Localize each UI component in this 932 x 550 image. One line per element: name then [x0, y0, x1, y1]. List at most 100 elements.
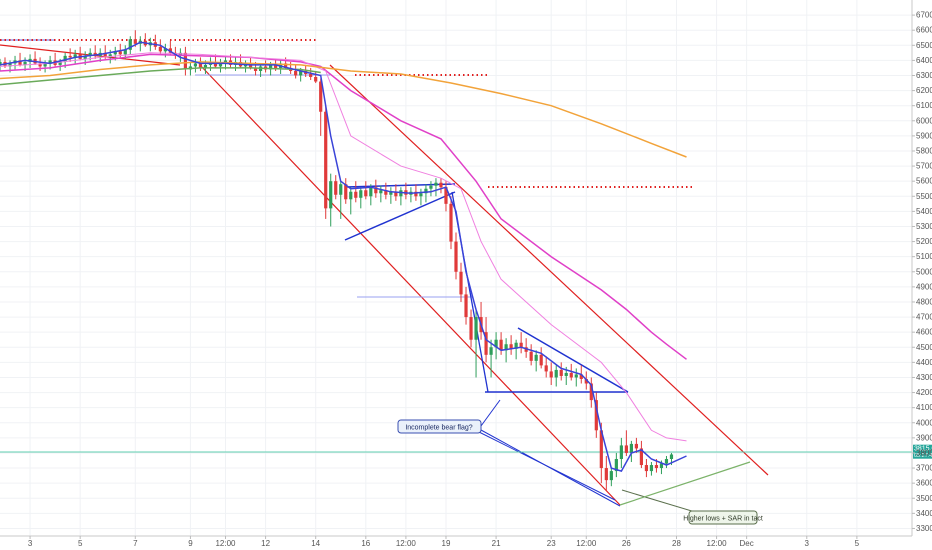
- x-tick-label: 9: [188, 539, 193, 548]
- candle-body: [359, 190, 363, 198]
- candle-body: [509, 344, 513, 349]
- x-tick-label: 16: [361, 539, 370, 548]
- candle-body: [444, 187, 448, 204]
- candle-body: [529, 351, 533, 361]
- y-tick-label: 4100.0: [916, 403, 932, 412]
- y-tick-label: 6600.0: [916, 26, 932, 35]
- candle-body: [58, 61, 62, 65]
- candle-body: [594, 400, 598, 431]
- candle-body: [108, 54, 112, 58]
- y-tick-label: 4700.0: [916, 313, 932, 322]
- candle-body: [183, 52, 188, 70]
- annotation-bear-flag-text: Incomplete bear flag?: [405, 425, 472, 432]
- candle-body: [429, 185, 433, 189]
- candle-body: [649, 465, 654, 472]
- candle-body: [499, 339, 503, 351]
- y-tick-label: 4800.0: [916, 297, 932, 306]
- x-tick-label: 26: [622, 539, 631, 548]
- y-tick-label: 5400.0: [916, 207, 932, 216]
- candle-body: [459, 271, 463, 295]
- candle-body: [609, 471, 613, 481]
- x-tick-label: 3: [28, 539, 33, 548]
- candle-body: [544, 365, 548, 372]
- y-tick-label: 6200.0: [916, 86, 932, 95]
- x-tick-label: Dec: [740, 539, 754, 548]
- indicator-lines: [0, 41, 687, 472]
- candle-body: [284, 63, 288, 68]
- candle-body: [504, 344, 508, 351]
- current-price-countdown: 05:27:41: [914, 453, 932, 459]
- candle-body: [669, 454, 674, 459]
- note-pointer-1: [480, 399, 501, 427]
- candle-body: [324, 111, 328, 209]
- candle-body: [339, 184, 343, 195]
- grid: [0, 0, 912, 536]
- candle-body: [454, 241, 458, 272]
- candle-body: [559, 369, 563, 376]
- x-tick-label: 12:00: [576, 539, 597, 548]
- y-tick-label: 4400.0: [916, 358, 932, 367]
- candle-body: [68, 55, 72, 58]
- annotation-higher-lows-text: Higher lows + SAR in tact: [683, 516, 763, 523]
- candle-body: [434, 182, 438, 186]
- candle-body: [579, 374, 583, 379]
- candle-body: [384, 190, 388, 195]
- x-tick-label: 23: [547, 539, 556, 548]
- y-tick-label: 5700.0: [916, 162, 932, 171]
- candle-body: [624, 445, 628, 453]
- annotation-higher-lows[interactable]: Higher lows + SAR in tact: [683, 510, 763, 525]
- candle-body: [248, 63, 253, 68]
- candle-body: [268, 64, 273, 70]
- candle-body: [589, 383, 593, 401]
- candle-body: [178, 52, 182, 56]
- channel-upper-line: [329, 64, 769, 476]
- candle-body: [43, 63, 47, 67]
- candle-body: [464, 294, 468, 318]
- candle-body: [364, 190, 368, 197]
- annotation-bear-flag[interactable]: Incomplete bear flag?: [397, 419, 482, 434]
- candle-body: [334, 181, 338, 195]
- candle-body: [103, 52, 107, 58]
- candle-body: [354, 191, 358, 198]
- y-tick-label: 6100.0: [916, 101, 932, 110]
- indicator-line-0: [0, 53, 687, 360]
- y-tick-label: 5100.0: [916, 252, 932, 261]
- candle-body: [253, 67, 258, 71]
- candle-body: [664, 458, 669, 464]
- candle-body: [539, 354, 543, 366]
- indicator-line-1: [0, 52, 687, 442]
- x-tick-label: 5: [78, 539, 83, 548]
- candle-body: [88, 52, 92, 56]
- candle-body: [449, 203, 453, 242]
- y-tick-label: 6300.0: [916, 71, 932, 80]
- candle-body: [564, 372, 568, 376]
- candle-body: [469, 317, 473, 340]
- x-axis: 3 5 7 9 12:00 12 14 16 12:00 19 21 23 12:00 26 28 12:00…: [28, 536, 860, 548]
- y-tick-label: 5500.0: [916, 192, 932, 201]
- y-tick-label: 4300.0: [916, 373, 932, 382]
- candle-body: [0, 61, 2, 65]
- candle-body: [549, 371, 553, 378]
- y-tick-label: 4500.0: [916, 343, 932, 352]
- candle-body: [659, 463, 664, 469]
- y-tick-label: 5200.0: [916, 237, 932, 246]
- candle-body: [309, 73, 313, 78]
- candle-body: [294, 70, 298, 76]
- y-tick-label: 3900.0: [916, 433, 932, 442]
- note-pointer-3: [474, 429, 616, 501]
- annotation-bear-flag-box: [397, 419, 482, 434]
- higher-lows-line: [619, 461, 751, 506]
- candle-body: [133, 39, 137, 44]
- candle-body: [113, 51, 117, 55]
- candle-body: [389, 191, 393, 195]
- x-tick-label: 12:00: [707, 539, 728, 548]
- candle-body: [344, 184, 348, 200]
- candle-body: [193, 63, 198, 67]
- candle-body: [534, 354, 538, 361]
- candle-body: [374, 187, 378, 194]
- x-tick-label: 12:00: [396, 539, 417, 548]
- candle-body: [128, 39, 132, 50]
- candle-body: [494, 339, 498, 348]
